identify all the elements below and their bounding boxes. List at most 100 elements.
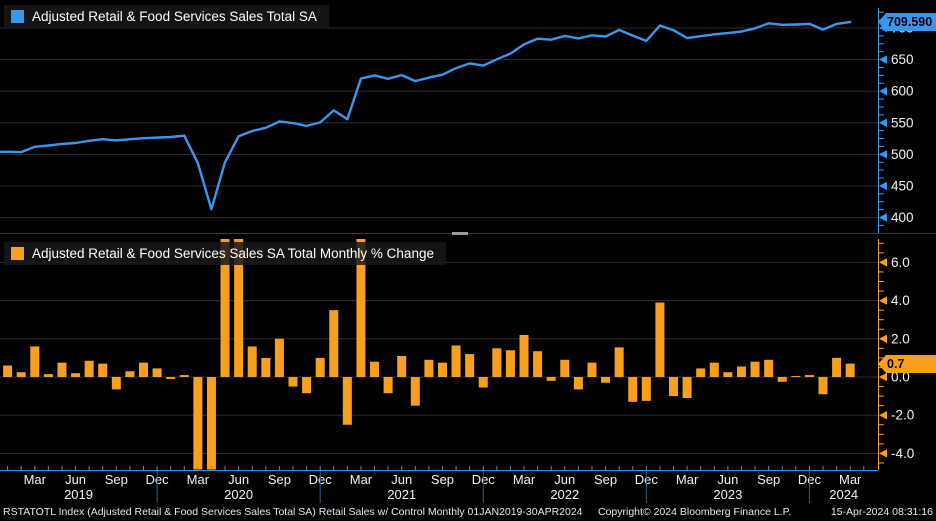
monthly-change-bar bbox=[478, 377, 488, 388]
monthly-change-bar bbox=[98, 363, 108, 377]
x-axis-month-label: Jun bbox=[65, 472, 86, 487]
monthly-change-bar bbox=[424, 359, 434, 377]
monthly-change-bar bbox=[669, 377, 679, 397]
y-axis-tick-label: 6.0 bbox=[891, 255, 910, 270]
monthly-change-bar bbox=[601, 377, 611, 383]
y-axis-tick-label: 4.0 bbox=[891, 293, 910, 308]
y-axis-tick-label: 650 bbox=[891, 52, 914, 67]
monthly-change-bar bbox=[437, 362, 447, 377]
monthly-change-bar bbox=[410, 377, 420, 406]
bar-series-legend[interactable]: Adjusted Retail & Food Services Sales SA… bbox=[4, 242, 446, 265]
monthly-change-bar bbox=[560, 359, 570, 377]
monthly-change-bar bbox=[356, 239, 366, 377]
x-axis-month-label: Jun bbox=[554, 472, 575, 487]
monthly-change-bar bbox=[696, 368, 706, 377]
y-tick-arrow bbox=[879, 213, 887, 222]
retail-sales-line bbox=[0, 20, 852, 211]
x-axis-month-label: Mar bbox=[24, 472, 47, 487]
x-axis-year-label: 2021 bbox=[387, 487, 416, 502]
monthly-change-bar bbox=[57, 362, 67, 377]
x-axis-year-label: 2022 bbox=[550, 487, 579, 502]
monthly-change-bar bbox=[682, 377, 692, 399]
y-tick-arrow bbox=[879, 372, 887, 382]
x-axis-year-label: 2019 bbox=[64, 487, 93, 502]
monthly-change-bar bbox=[43, 374, 53, 377]
monthly-change-bar bbox=[628, 377, 638, 402]
y-tick-arrow bbox=[879, 334, 887, 343]
bar-series-swatch-icon bbox=[11, 247, 24, 260]
y-axis-tick-label: 600 bbox=[891, 84, 914, 99]
monthly-change-bar bbox=[451, 345, 461, 377]
footer-copyright: Copyright© 2024 Bloomberg Finance L.P. bbox=[598, 506, 792, 518]
x-axis-month-label: Jun bbox=[717, 472, 738, 487]
y-axis-tick-label: -2.0 bbox=[891, 408, 914, 423]
line-series-swatch-icon bbox=[11, 10, 24, 23]
x-axis-month-label: Mar bbox=[187, 472, 210, 487]
monthly-change-bar bbox=[370, 361, 380, 377]
line-series-legend[interactable]: Adjusted Retail & Food Services Sales To… bbox=[4, 5, 329, 28]
monthly-change-bar bbox=[832, 357, 842, 377]
x-axis-month-label: Jun bbox=[228, 472, 249, 487]
y-tick-arrow bbox=[879, 150, 887, 159]
monthly-change-bar bbox=[288, 377, 298, 387]
monthly-change-bar bbox=[125, 371, 135, 377]
y-tick-arrow bbox=[879, 181, 887, 191]
y-tick-arrow bbox=[879, 258, 887, 267]
monthly-change-bar bbox=[111, 377, 121, 390]
footer-timestamp: 15-Apr-2024 08:31:16 bbox=[830, 506, 933, 518]
y-tick-arrow bbox=[879, 296, 887, 305]
y-tick-arrow bbox=[879, 55, 887, 64]
monthly-change-bar bbox=[315, 357, 325, 377]
monthly-change-bar bbox=[804, 375, 814, 377]
line-last-value-badge: 709.590 bbox=[878, 13, 936, 31]
monthly-change-bar bbox=[139, 362, 148, 377]
monthly-change-bar bbox=[220, 239, 230, 377]
monthly-change-bar bbox=[546, 377, 556, 381]
monthly-change-bar bbox=[533, 351, 543, 377]
monthly-change-bar bbox=[71, 373, 81, 377]
monthly-change-bar bbox=[383, 377, 393, 394]
x-axis-month-label: Sep bbox=[431, 472, 454, 487]
line-last-value: 709.590 bbox=[887, 15, 933, 29]
monthly-change-bar bbox=[179, 375, 189, 377]
x-axis-month-label: Mar bbox=[513, 472, 536, 487]
x-axis-month-label: Sep bbox=[105, 472, 128, 487]
x-axis-month-label: Jun bbox=[391, 472, 412, 487]
monthly-change-bar bbox=[709, 362, 719, 377]
monthly-change-bar bbox=[764, 359, 774, 377]
bar-series-label: Adjusted Retail & Food Services Sales SA… bbox=[32, 246, 434, 261]
monthly-change-bar bbox=[30, 346, 40, 377]
monthly-change-bar bbox=[234, 239, 244, 377]
monthly-change-bar bbox=[587, 362, 597, 377]
monthly-change-bar bbox=[791, 376, 801, 378]
monthly-change-bar bbox=[166, 377, 176, 379]
x-axis-month-label: Mar bbox=[839, 472, 862, 487]
monthly-change-bar bbox=[845, 363, 855, 377]
monthly-change-bar bbox=[655, 302, 665, 377]
y-tick-arrow bbox=[879, 118, 887, 127]
monthly-change-bar bbox=[16, 372, 26, 377]
monthly-change-bar bbox=[614, 347, 624, 377]
monthly-change-bar bbox=[573, 377, 583, 390]
x-axis-month-label: Mar bbox=[350, 472, 373, 487]
x-axis-month-label: Mar bbox=[676, 472, 699, 487]
x-axis-year-label: 2020 bbox=[224, 487, 253, 502]
monthly-change-bar bbox=[519, 334, 529, 377]
monthly-change-bar bbox=[274, 338, 284, 377]
monthly-change-bar bbox=[193, 377, 203, 470]
x-axis-year-label: 2023 bbox=[713, 487, 742, 502]
monthly-change-bar bbox=[302, 377, 312, 394]
monthly-change-bar bbox=[465, 354, 475, 377]
line-series-label: Adjusted Retail & Food Services Sales To… bbox=[32, 9, 317, 24]
monthly-change-bar bbox=[329, 310, 339, 377]
monthly-change-bar bbox=[723, 372, 733, 377]
y-axis-tick-label: -4.0 bbox=[891, 446, 914, 461]
y-tick-arrow bbox=[879, 86, 887, 96]
monthly-change-bar bbox=[777, 377, 787, 382]
x-axis-year-label: 2024 bbox=[829, 487, 858, 502]
monthly-change-bar bbox=[505, 350, 515, 377]
monthly-change-bar bbox=[750, 361, 760, 377]
footer-ticker-description: RSTATOTL Index (Adjusted Retail & Food S… bbox=[3, 506, 583, 518]
monthly-change-bar bbox=[206, 377, 216, 470]
